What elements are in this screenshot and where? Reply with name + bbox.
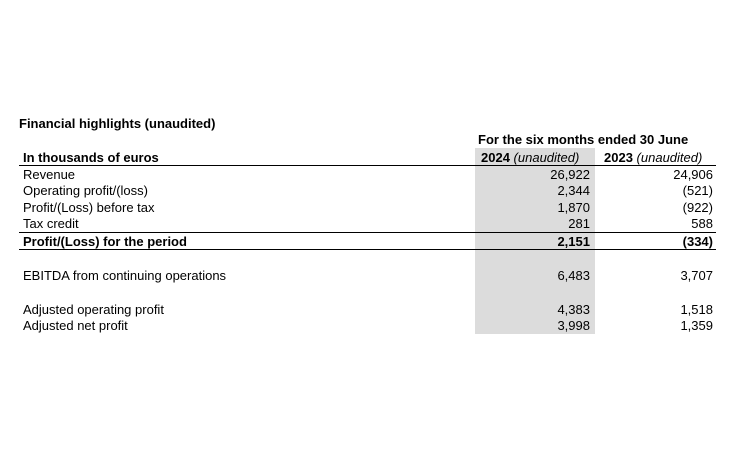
subtotal-top-rule [19,232,716,233]
row-value-2024-adjusted-net-profit: 3,998 [557,318,590,333]
table-title: Financial highlights (unaudited) [19,116,216,131]
row-label-adjusted-operating-profit: Adjusted operating profit [23,302,164,317]
row-value-2024-operating-profit: 2,344 [557,183,590,198]
row-value-2024-profit-for-period: 2,151 [557,234,590,249]
period-header: For the six months ended 30 June [478,132,689,147]
row-value-2023-profit-before-tax: (922) [682,200,713,215]
row-value-2023-profit-for-period: (334) [682,234,713,249]
row-value-2023-adjusted-operating-profit: 1,518 [680,302,713,317]
row-label-profit-for-period: Profit/(Loss) for the period [23,234,187,249]
row-label-operating-profit: Operating profit/(loss) [23,183,148,198]
row-value-2023-tax-credit: 588 [691,216,713,231]
row-value-2023-adjusted-net-profit: 1,359 [680,318,713,333]
row-value-2024-adjusted-operating-profit: 4,383 [557,302,590,317]
row-label-ebitda: EBITDA from continuing operations [23,268,227,283]
current-period-shading [475,148,595,334]
header-rule [19,165,716,166]
row-value-2024-tax-credit: 281 [568,216,590,231]
column-note-2024: (unaudited) [513,150,580,165]
column-header-2024: 2024 (unaudited) [481,150,579,166]
row-value-2024-profit-before-tax: 1,870 [557,200,590,215]
row-label-adjusted-net-profit: Adjusted net profit [23,318,128,333]
row-value-2024-revenue: 26,922 [550,167,590,182]
row-value-2023-revenue: 24,906 [673,167,713,182]
subtotal-bottom-rule [19,249,716,250]
row-label-profit-before-tax: Profit/(Loss) before tax [23,200,155,215]
row-value-2024-ebitda: 6,483 [557,268,590,283]
row-label-tax-credit: Tax credit [23,216,79,231]
column-header-2023: 2023 (unaudited) [604,150,702,166]
unit-label: In thousands of euros [23,150,159,165]
column-year-2023: 2023 [604,150,633,165]
column-year-2024: 2024 [481,150,510,165]
row-value-2023-ebitda: 3,707 [680,268,713,283]
row-value-2023-operating-profit: (521) [682,183,713,198]
row-label-revenue: Revenue [23,167,76,182]
column-note-2023: (unaudited) [636,150,703,165]
